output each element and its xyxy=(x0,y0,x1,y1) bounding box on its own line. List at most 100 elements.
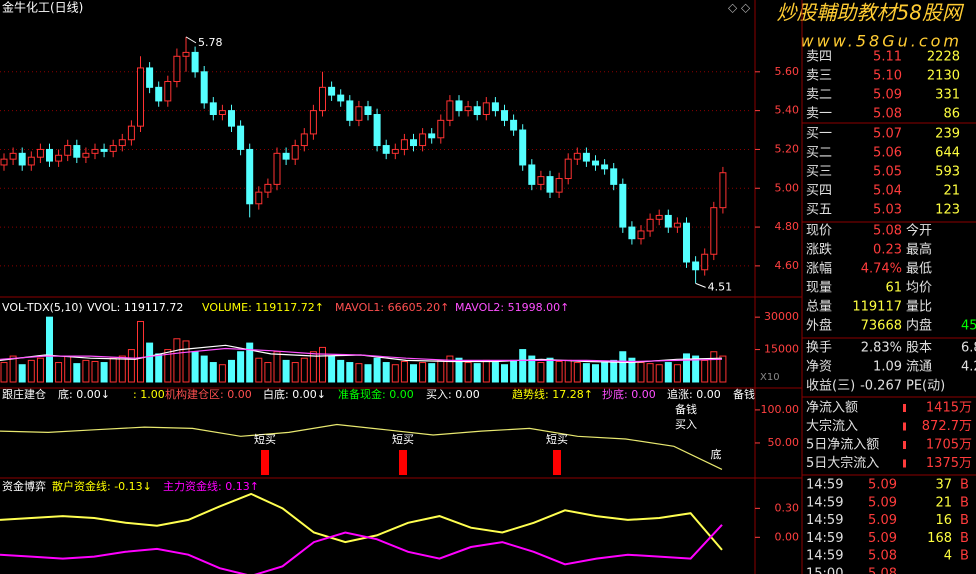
candle-body xyxy=(109,145,117,152)
quote-text: 4.74% xyxy=(861,262,902,277)
quote-text: B xyxy=(960,495,969,510)
indicator-header: VOL-TDX(5,10) xyxy=(2,301,83,314)
candle-body xyxy=(100,148,108,152)
candle-body xyxy=(555,178,563,193)
candle-body xyxy=(710,207,718,255)
quote-text: 2130 xyxy=(927,69,960,84)
volume-bar xyxy=(582,363,590,383)
quote-text: 1415万 xyxy=(926,401,972,416)
candle-body xyxy=(237,125,245,150)
signal-label: 备钱 xyxy=(675,402,697,416)
candle-body xyxy=(446,100,454,121)
quote-text: 5.09 xyxy=(868,531,897,546)
quote-text: 5.09 xyxy=(868,478,897,493)
signal-label: 短买 xyxy=(392,432,414,446)
signal-bar xyxy=(399,450,407,475)
volume-bar xyxy=(637,362,645,383)
quote-text: 总量 xyxy=(806,300,832,315)
candle-body xyxy=(455,100,463,112)
quote-text: 61 xyxy=(885,281,902,296)
quote-text: 644 xyxy=(935,146,960,161)
volume-bar xyxy=(482,359,490,383)
quote-text: 4.2 xyxy=(961,360,976,375)
candle-body xyxy=(118,139,126,147)
quote-text: 涨跌 xyxy=(806,242,832,258)
candle-body xyxy=(464,106,472,112)
volume-bar xyxy=(610,359,618,383)
quote-text: 收益(三) xyxy=(806,379,855,394)
indicator-header: 资金博弈 xyxy=(2,479,46,493)
candle-body xyxy=(382,145,390,154)
quote-text: 872.7万 xyxy=(922,419,972,434)
indicator-header: VVOL: 119117.72 xyxy=(87,301,183,314)
volume-bar xyxy=(64,355,72,383)
quote-text: 今开 xyxy=(906,223,932,239)
candle-body xyxy=(309,110,317,135)
flow-marker xyxy=(903,422,906,431)
quote-text: B xyxy=(960,513,969,528)
candle-body xyxy=(592,160,599,166)
volume-bar xyxy=(273,351,281,383)
volume-bar xyxy=(410,364,417,383)
volume-bar xyxy=(628,357,636,383)
quote-text: 5.10 xyxy=(873,69,902,84)
candle-body xyxy=(400,139,408,150)
candle-body xyxy=(191,51,199,73)
candle-body xyxy=(55,154,63,162)
volume-bar xyxy=(18,364,26,383)
candle-body xyxy=(291,145,299,160)
quote-text: 37 xyxy=(935,478,952,493)
quote-text: 14:59 xyxy=(806,478,843,493)
quote-text: 2228 xyxy=(927,50,960,65)
volume-bar xyxy=(546,357,554,383)
quote-text: 16 xyxy=(935,513,952,528)
volume-bar xyxy=(228,359,235,383)
volume-bar xyxy=(137,320,144,383)
candle-body xyxy=(491,102,499,112)
y-tick-label: 0.00 xyxy=(775,530,800,543)
quote-text: 5.03 xyxy=(873,203,902,218)
quote-text: 21 xyxy=(943,184,960,199)
quote-text: 5.11 xyxy=(873,50,902,65)
volume-bar xyxy=(300,357,308,383)
window-icons[interactable]: ◇ ◇ xyxy=(728,1,751,15)
y-tick-label: 4.60 xyxy=(775,259,800,272)
high-label: 5.78 xyxy=(198,36,223,49)
volume-bar xyxy=(191,351,199,383)
quote-text: 最高 xyxy=(906,242,932,258)
quote-text: 买二 xyxy=(806,146,832,161)
candle-body xyxy=(18,152,26,166)
volume-bar xyxy=(155,353,163,383)
volume-bar xyxy=(473,363,481,383)
quote-text: 5日大宗流入 xyxy=(806,455,879,471)
candle-body xyxy=(546,176,554,193)
volume-bar xyxy=(683,353,690,383)
volume-bar xyxy=(73,363,81,383)
volume-bar xyxy=(519,349,527,383)
volume-bar xyxy=(46,316,53,383)
y-tick-label: 50.00 xyxy=(768,436,800,449)
quote-text: 卖一 xyxy=(806,107,832,122)
candle-body xyxy=(46,148,53,162)
y-tick-label: 4.80 xyxy=(775,220,800,233)
candle-body xyxy=(364,106,372,116)
volume-bar xyxy=(146,342,154,383)
volume-bar xyxy=(164,349,172,383)
volume-bar xyxy=(710,351,718,383)
candle-body xyxy=(164,81,172,102)
volume-bar xyxy=(255,357,263,383)
signal-bar xyxy=(261,450,269,475)
candle-body xyxy=(473,106,481,116)
quote-text: 5日净流入额 xyxy=(806,438,879,453)
signal-label: 短买 xyxy=(546,432,568,446)
volume-bar xyxy=(592,364,599,383)
volume-bar xyxy=(664,362,672,383)
quote-text: 239 xyxy=(935,127,960,142)
quote-text: 45 xyxy=(961,319,976,334)
volume-bar xyxy=(419,362,427,383)
volume-bar xyxy=(218,364,226,383)
candle-body xyxy=(264,183,272,193)
quote-text: 1375万 xyxy=(926,456,972,471)
candle-body xyxy=(27,156,35,166)
